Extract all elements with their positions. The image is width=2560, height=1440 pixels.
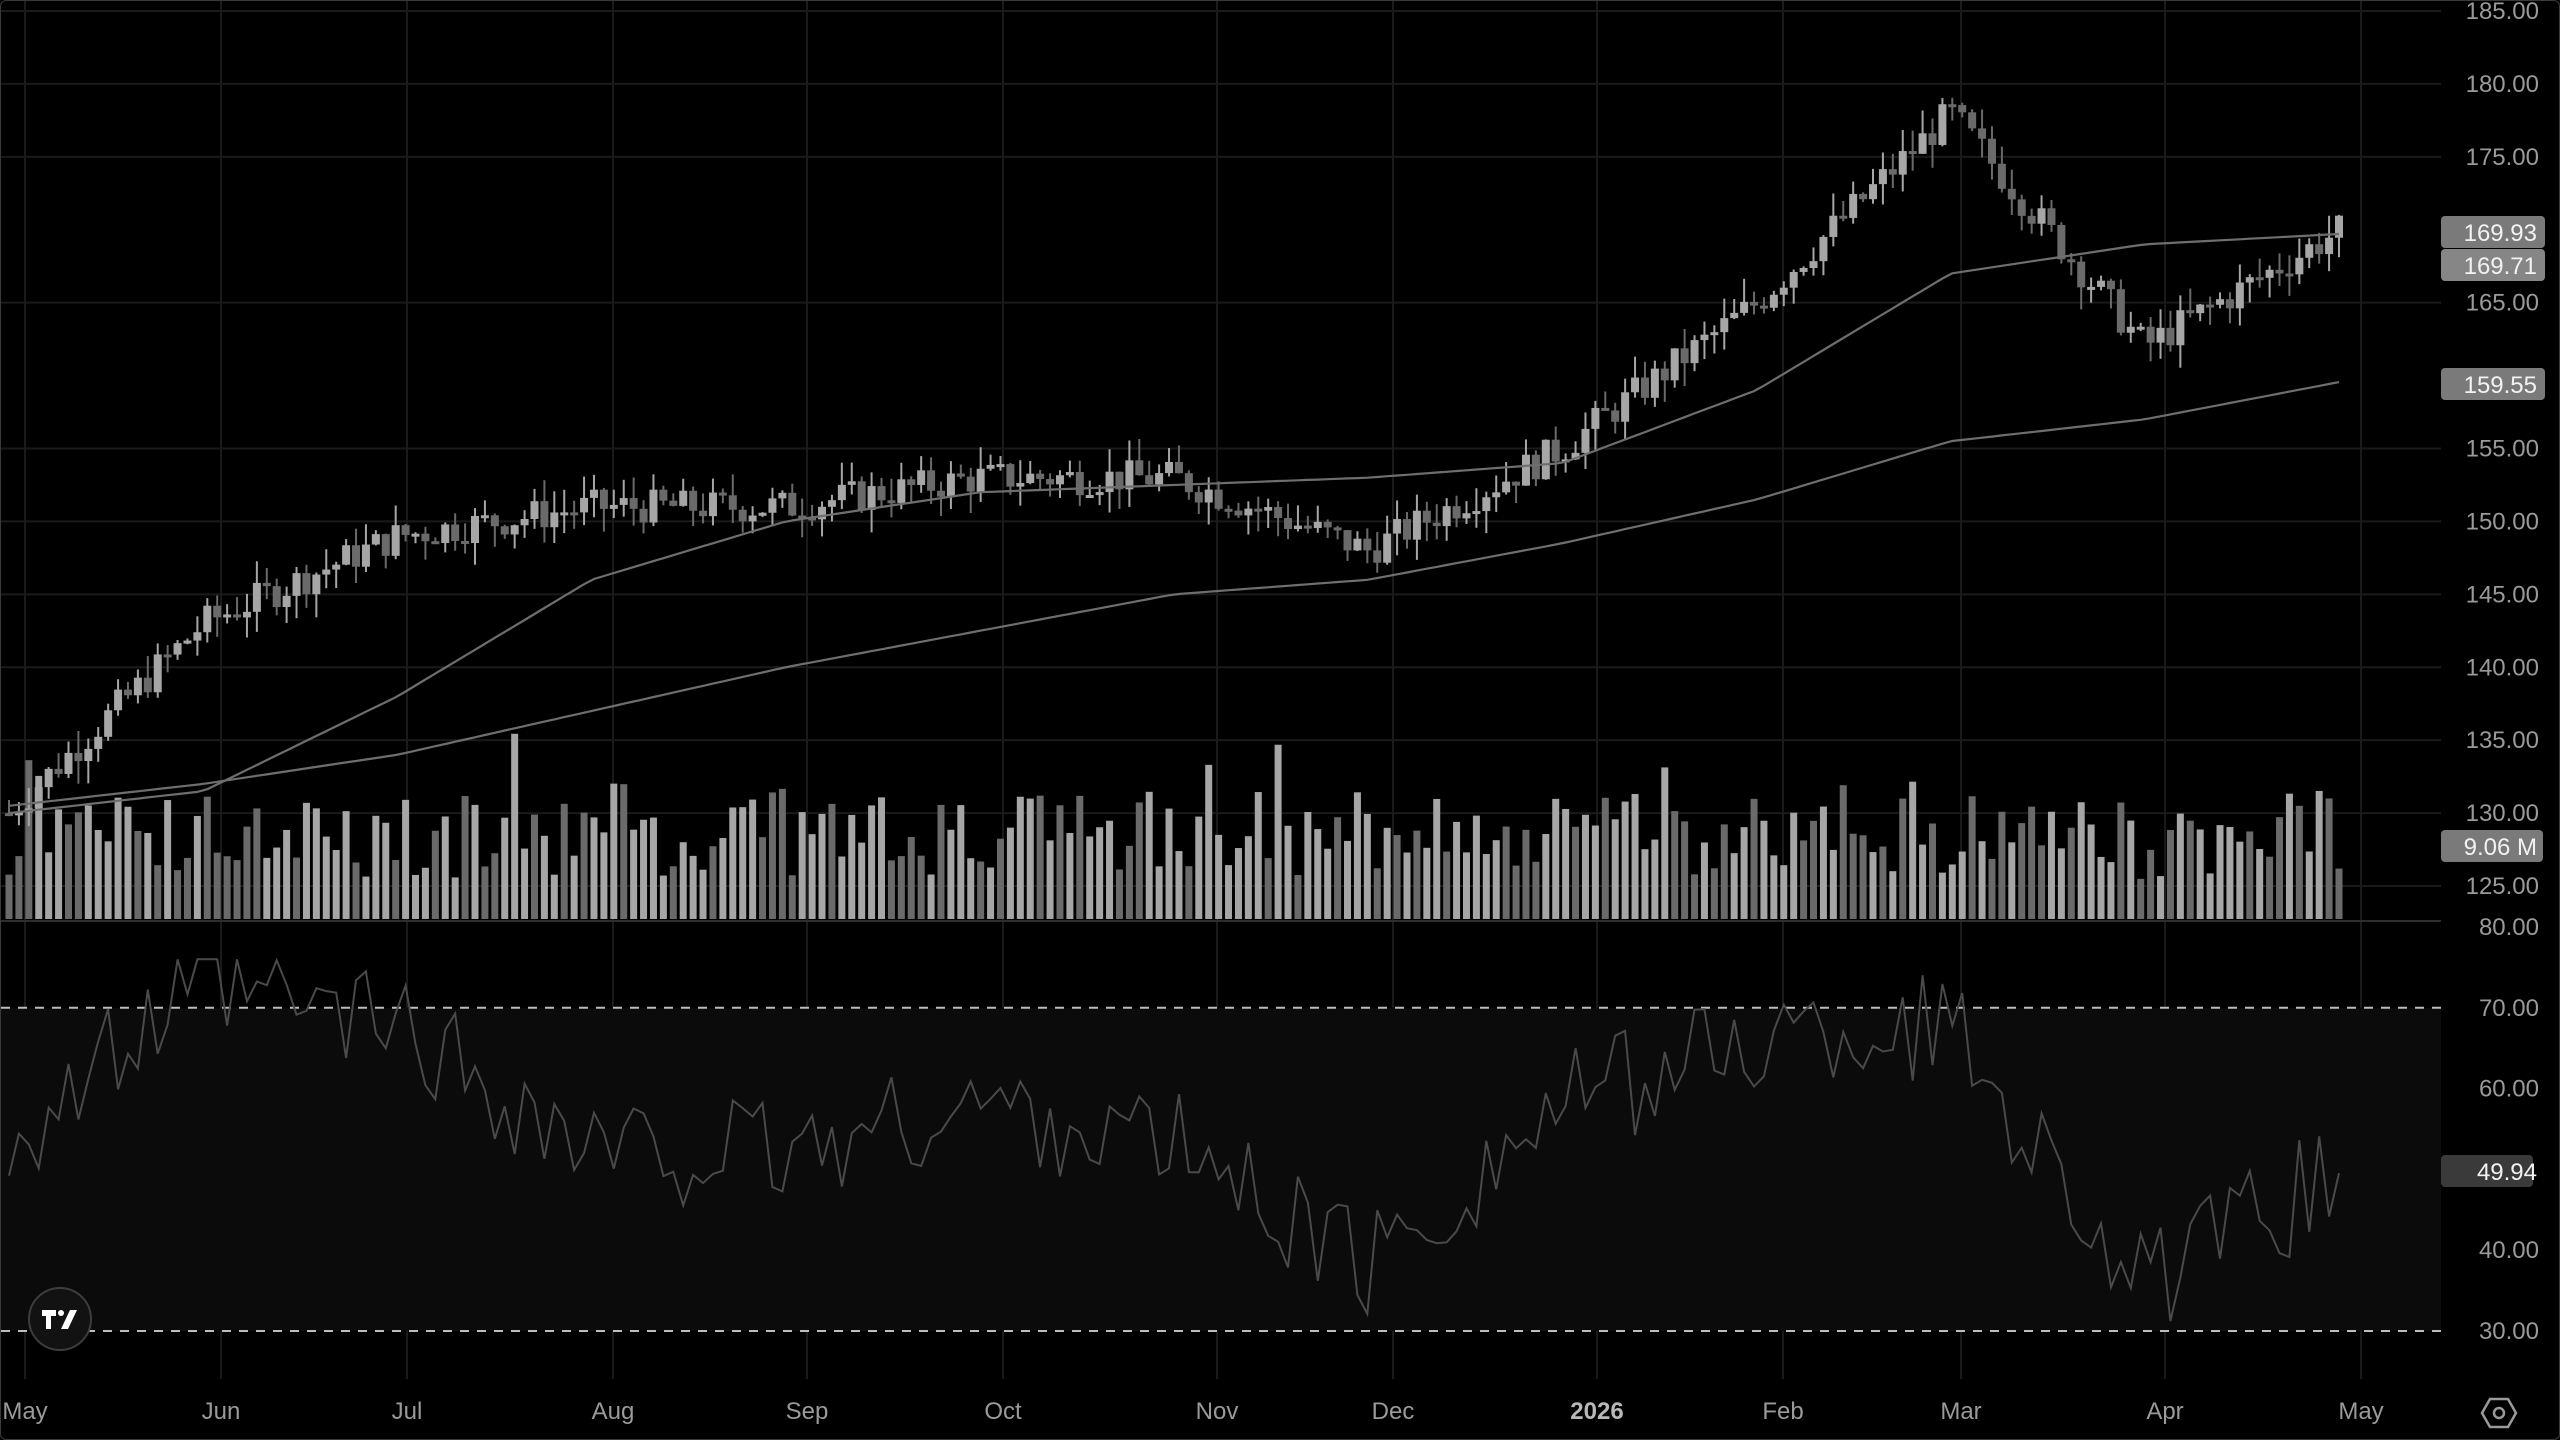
time-tick-label: Jul	[392, 1398, 423, 1425]
time-tick-label: Mar	[1940, 1398, 1981, 1425]
rsi-band-fill	[1, 1007, 2441, 1331]
time-tick-label: May	[2338, 1398, 2383, 1425]
ma-slow-label: 159.55	[2441, 368, 2545, 400]
time-tick-label: 2026	[1570, 1398, 1623, 1425]
tradingview-logo-icon[interactable]	[28, 1287, 92, 1351]
price-candles	[5, 97, 2343, 827]
rsi-tick-label: 30.00	[2479, 1318, 2539, 1345]
price-axis[interactable]: 185.00 180.00 175.00 165.00 155.00 150.00 145.…	[2466, 1, 2539, 900]
rsi-line	[8, 957, 2340, 1322]
price-tick-label: 155.00	[2466, 436, 2539, 463]
rsi-axis[interactable]: 80.00 70.00 60.00 40.00 30.00	[2479, 914, 2539, 1345]
logo-glyph	[42, 1310, 77, 1329]
settings-gear-icon[interactable]	[2479, 1395, 2519, 1431]
last-price-label: 169.93	[2441, 216, 2545, 248]
svg-text:9.06 M: 9.06 M	[2464, 834, 2537, 861]
ma-fast-line	[8, 232, 2340, 815]
price-tick-label: 165.00	[2466, 290, 2539, 317]
svg-text:169.71: 169.71	[2464, 253, 2537, 280]
svg-text:159.55: 159.55	[2464, 372, 2537, 399]
time-tick-label: Nov	[1196, 1398, 1239, 1425]
ma-slow-line	[8, 381, 2340, 807]
time-tick-label: May	[2, 1398, 47, 1425]
time-axis[interactable]: May Jun Jul Aug Sep Oct Nov Dec 2026 Feb Mar Apr May	[2, 1398, 2383, 1425]
ma-fast-label: 169.71	[2441, 249, 2545, 281]
price-tick-label: 175.00	[2466, 144, 2539, 171]
volume-label: 9.06 M	[2441, 830, 2543, 862]
svg-text:49.94: 49.94	[2477, 1159, 2537, 1186]
time-tick-label: Dec	[1372, 1398, 1415, 1425]
price-tick-label: 180.00	[2466, 71, 2539, 98]
time-tick-label: Sep	[786, 1398, 829, 1425]
time-tick-label: Feb	[1762, 1398, 1803, 1425]
time-tick-label: Oct	[984, 1398, 1022, 1425]
rsi-tick-label: 40.00	[2479, 1237, 2539, 1264]
rsi-value-label: 49.94	[2441, 1155, 2537, 1187]
price-tick-label: 150.00	[2466, 508, 2539, 535]
volume-bars	[5, 733, 2343, 919]
price-tick-label: 125.00	[2466, 873, 2539, 900]
axis-value-labels: 169.93 169.71 159.55 9.06 M 49.94	[2441, 216, 2545, 1187]
time-tick-label: Aug	[592, 1398, 635, 1425]
price-tick-label: 145.00	[2466, 581, 2539, 608]
price-tick-label: 140.00	[2466, 654, 2539, 681]
time-tick-label: Apr	[2146, 1398, 2183, 1425]
price-tick-label: 135.00	[2466, 727, 2539, 754]
svg-text:169.93: 169.93	[2464, 220, 2537, 247]
rsi-tick-label: 60.00	[2479, 1076, 2539, 1103]
rsi-tick-label: 70.00	[2479, 995, 2539, 1022]
time-tick-label: Jun	[202, 1398, 241, 1425]
rsi-tick-label: 80.00	[2479, 914, 2539, 941]
price-tick-label: 185.00	[2466, 1, 2539, 25]
price-tick-label: 130.00	[2466, 800, 2539, 827]
